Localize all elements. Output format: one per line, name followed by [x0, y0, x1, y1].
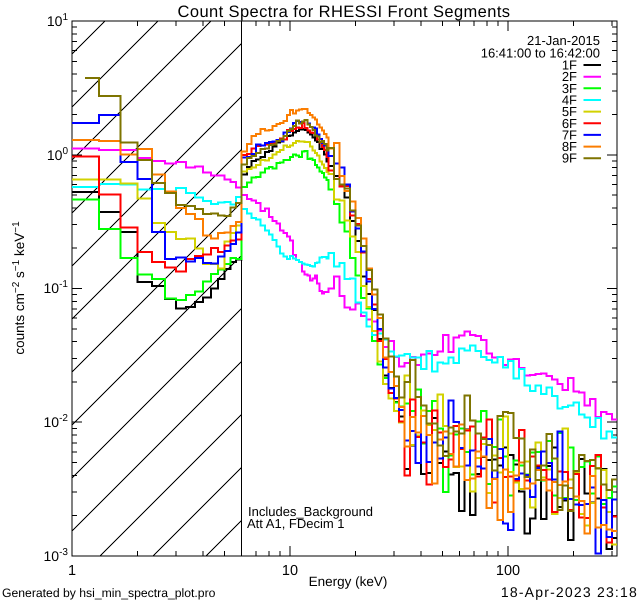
svg-text:Att A1, FDecim 1: Att A1, FDecim 1 [247, 516, 345, 531]
svg-text:4F: 4F [562, 93, 577, 108]
svg-text:Includes_Background: Includes_Background [248, 504, 373, 519]
svg-text:3F: 3F [562, 81, 577, 96]
svg-text:6F: 6F [562, 116, 577, 131]
svg-text:5F: 5F [562, 104, 577, 119]
svg-text:2F: 2F [562, 69, 577, 84]
svg-text:Count Spectra for RHESSI Front: Count Spectra for RHESSI Front Segments [178, 3, 511, 21]
svg-text:18-Apr-2023 23:18: 18-Apr-2023 23:18 [501, 584, 638, 600]
svg-text:1F: 1F [562, 58, 577, 73]
svg-text:8F: 8F [562, 139, 577, 154]
svg-text:10: 10 [282, 563, 298, 579]
svg-text:9F: 9F [562, 151, 577, 166]
svg-text:Generated by hsi_min_spectra_p: Generated by hsi_min_spectra_plot.pro [2, 586, 216, 600]
svg-text:100: 100 [496, 563, 520, 579]
svg-text:21-Jan-2015: 21-Jan-2015 [527, 33, 600, 48]
svg-text:1: 1 [68, 563, 76, 579]
svg-text:16:41:00 to 16:42:00: 16:41:00 to 16:42:00 [481, 46, 600, 61]
svg-text:Energy (keV): Energy (keV) [309, 574, 388, 589]
svg-text:counts cm−2 s−1 keV−1: counts cm−2 s−1 keV−1 [11, 221, 27, 355]
svg-text:7F: 7F [562, 127, 577, 142]
